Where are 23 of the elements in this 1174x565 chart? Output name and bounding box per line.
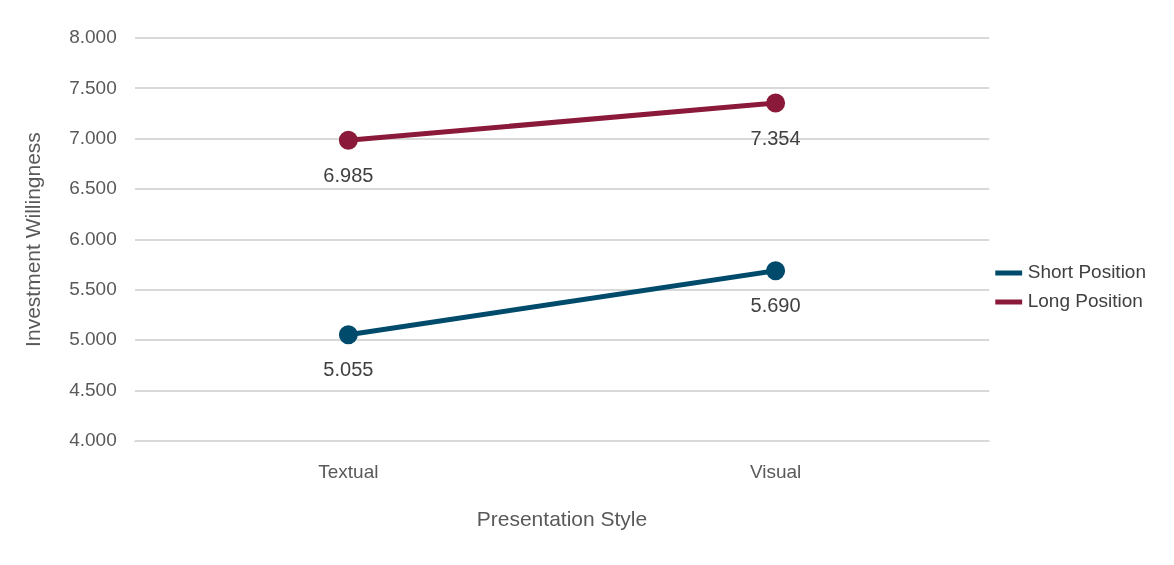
- data-label: 5.690: [750, 294, 801, 317]
- point: [766, 93, 786, 113]
- legend-label: Long Position: [1027, 290, 1143, 312]
- data-label: 7.354: [750, 126, 801, 149]
- data-label: 5.055: [323, 358, 374, 381]
- y-tick-label: 5.000: [69, 328, 117, 350]
- point: [338, 325, 358, 345]
- y-tick-label: 6.000: [69, 227, 117, 249]
- y-tick-label: 8.000: [69, 26, 117, 48]
- legend-label: Short Position: [1027, 261, 1147, 283]
- y-tick-label: 4.000: [69, 429, 117, 451]
- point: [338, 130, 358, 150]
- y-tick-label: 7.000: [69, 126, 117, 148]
- y-tick-label: 4.500: [69, 378, 117, 400]
- data-label: 6.985: [323, 163, 374, 186]
- x-tick-label: Visual: [749, 460, 802, 482]
- x-axis-title: Presentation Style: [476, 507, 648, 531]
- point: [766, 261, 786, 281]
- y-tick-label: 7.500: [69, 76, 117, 98]
- x-tick-label: Textual: [318, 460, 379, 482]
- y-axis-title: Investment Willingness: [21, 132, 45, 347]
- y-tick-label: 6.500: [69, 177, 117, 199]
- y-tick-label: 5.500: [69, 278, 117, 300]
